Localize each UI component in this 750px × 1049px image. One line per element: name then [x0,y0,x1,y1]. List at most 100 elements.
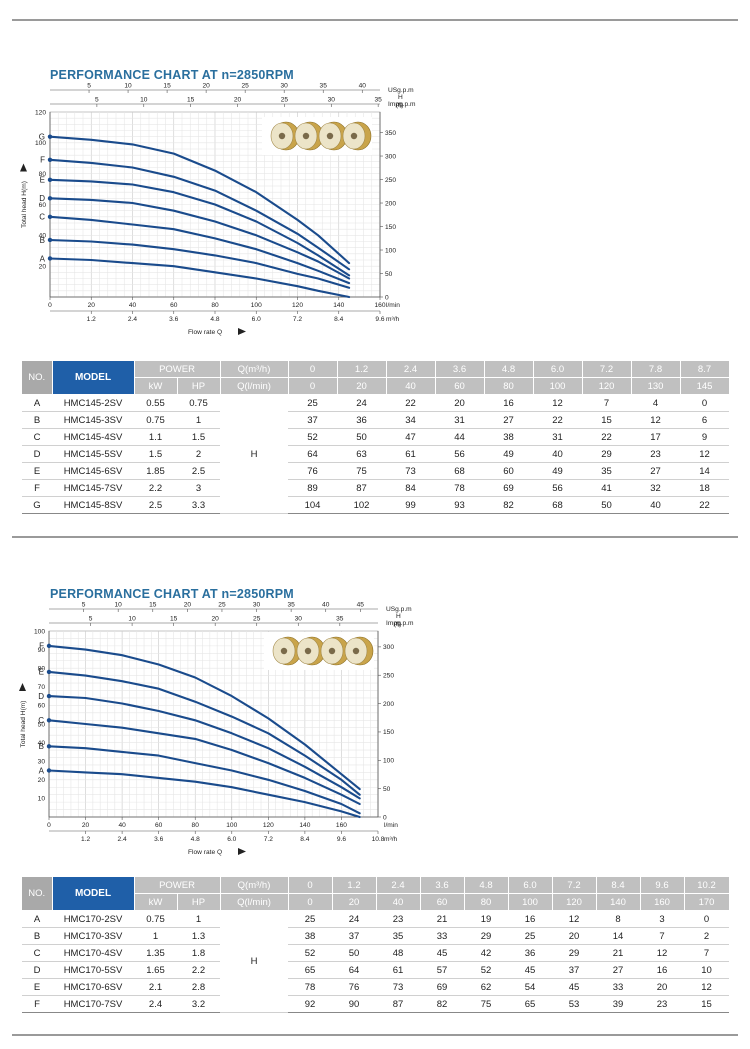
series-start-point [46,643,52,649]
row-model: HMC170-7SV [52,995,134,1013]
q-m3h-cell: 8.4 [596,877,641,894]
x-tick-label: 120 [263,822,274,829]
q-m3h-cell: 9.6 [640,877,685,894]
top1-unit-label: USg.p.m [388,87,414,94]
head-value: 9 [680,428,730,446]
head-value: 21 [420,910,465,928]
series-start-point [47,177,53,183]
head-value: 52 [288,944,333,962]
series-start-point [47,157,53,162]
row-model: HMC145-7SV [52,479,134,497]
row-kw: 1.35 [134,944,177,962]
head-value: 40 [631,496,681,514]
q-lmin-cell: 140 [596,893,641,911]
head-value: 32 [631,479,681,497]
impeller-hub [350,132,358,140]
head-value: 8 [596,910,641,928]
head-value: 69 [484,479,534,497]
x2-tick-label: 2.4 [118,836,127,843]
series-label: E [40,176,45,185]
q-m3h-cell: 10.2 [684,877,730,894]
series-line-f [48,158,351,271]
row-no: F [22,479,52,497]
series-line-c [47,719,361,806]
x2-tick-label: 7.2 [264,836,273,843]
head-value: 3 [640,910,685,928]
table-row: D HMC170-5SV 1.65 2.2 65 64 61 57 52 45 … [22,961,730,979]
head-label: H [220,394,289,514]
head-value: 52 [464,961,509,979]
y-tick-label: 60 [38,703,46,710]
head-value: 68 [435,462,485,480]
x2-tick-label: 7.2 [293,316,302,323]
row-no: D [22,445,52,463]
series-start-point [47,214,53,220]
head-value: 50 [582,496,632,514]
head-value: 102 [337,496,387,514]
head-value: 60 [484,462,534,480]
q-m3h-cell: 4.8 [464,877,509,894]
series-line-d [47,695,361,800]
head-value: 87 [376,995,421,1013]
top1-tick-label: 25 [218,602,226,609]
right-tick-label: 100 [385,247,396,254]
head-value: 12 [631,411,681,429]
header-no: NO. [22,877,53,911]
q-lmin-cell: 120 [552,893,597,911]
head-value: 75 [464,995,509,1013]
top2-unit-label: Impg.p.m [386,620,414,627]
head-value: 53 [552,995,597,1013]
row-no: D [22,961,52,979]
x-tick-label: 60 [170,302,178,309]
head-value: 17 [631,428,681,446]
right-tick-label: 100 [383,758,394,765]
divider-top [12,19,738,21]
row-hp: 1 [177,910,221,928]
head-value: 37 [332,927,377,945]
head-value: 44 [435,428,485,446]
row-kw: 1 [134,927,177,945]
row-hp: 2 [177,445,221,463]
q-m3h-cell: 7.2 [582,361,632,378]
row-hp: 2.5 [177,462,221,480]
head-value: 12 [533,394,583,412]
series-label: B [40,236,45,245]
row-hp: 3 [177,479,221,497]
series-line-b [47,745,361,815]
series-start-point [47,237,53,243]
top2-tick-label: 35 [336,616,344,623]
x-tick-label: 120 [292,302,303,309]
row-hp: 1.3 [177,927,221,945]
flow-arrow-icon [238,848,246,855]
y-tick-label: 40 [39,233,47,240]
head-value: 6 [680,411,730,429]
head-value: 7 [684,944,730,962]
y-tick-label: 50 [38,721,46,728]
x2-tick-label: 1.2 [87,316,96,323]
head-value: 12 [684,978,730,996]
row-hp: 1 [177,411,221,429]
header-q-lmin: Q(l/min) [220,377,289,395]
top1-tick-label: 40 [359,83,367,90]
series-label: C [38,716,44,725]
row-model: HMC145-4SV [52,428,134,446]
top1-tick-label: 20 [184,602,192,609]
series-label: E [39,668,44,677]
performance-chart-1: 20406080100120050100150200250300350H(ft)… [20,83,416,336]
head-value: 22 [680,496,730,514]
header-kw: kW [134,377,178,395]
top1-tick-label: 10 [124,83,132,90]
right-tick-label: 50 [385,271,393,278]
head-value: 34 [386,411,436,429]
header-kw: kW [134,893,178,911]
series-label: C [39,213,45,222]
impeller-hub [302,132,310,140]
head-value: 38 [288,927,333,945]
top1-tick-label: 45 [357,602,365,609]
x-axis-title: Flow rate Q [188,329,222,336]
row-no: A [22,394,52,412]
series-start-point [46,744,52,749]
head-value: 20 [552,927,597,945]
row-no: G [22,496,52,514]
row-kw: 2.5 [134,496,177,514]
